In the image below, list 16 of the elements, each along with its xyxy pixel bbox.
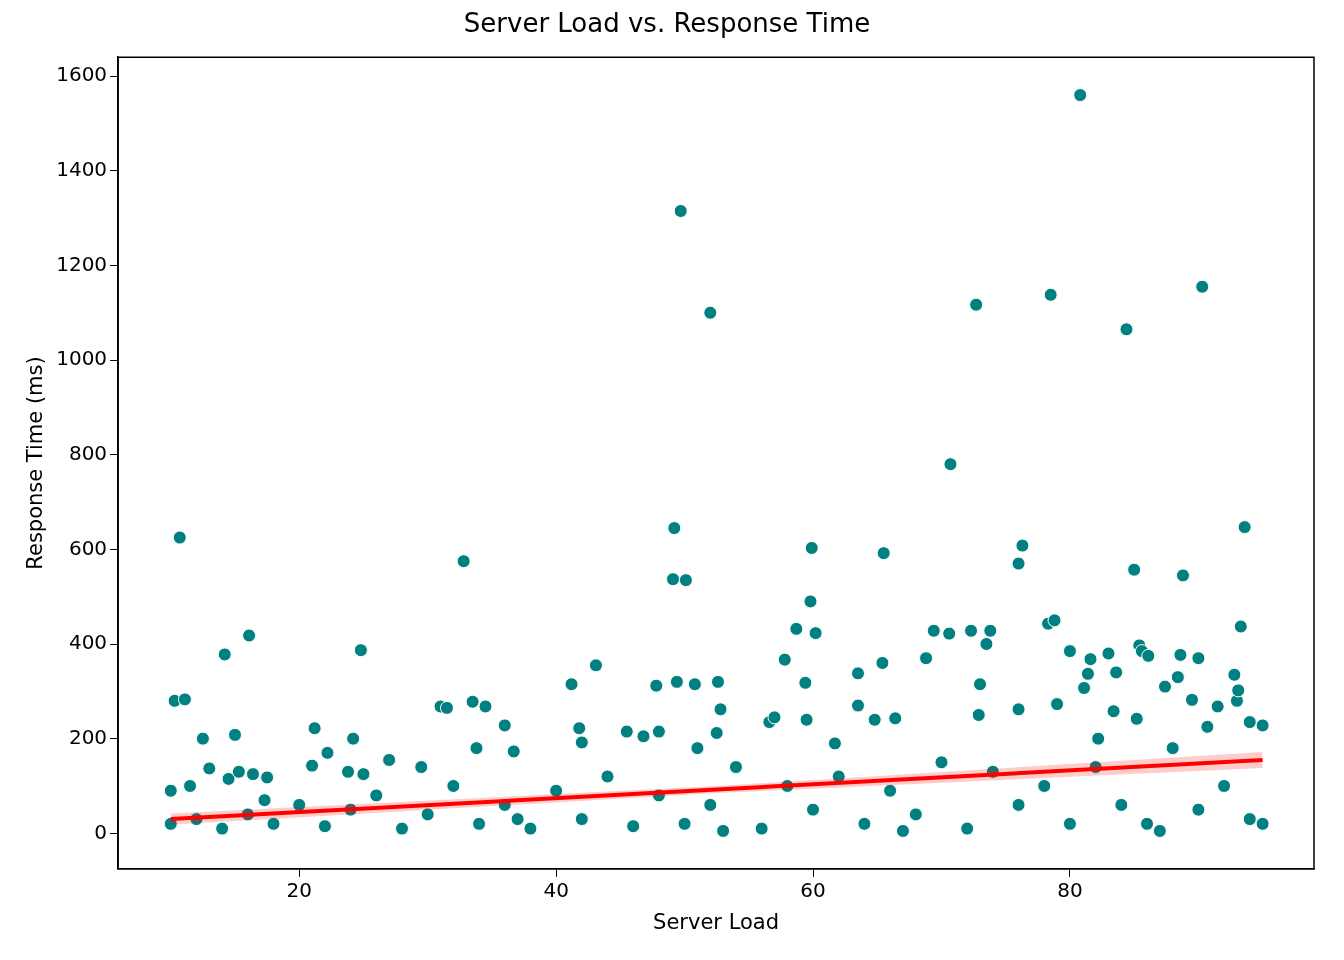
x-tick-label: 60 <box>800 878 826 902</box>
y-tick-label: 400 <box>68 630 108 655</box>
x-tick-label: 80 <box>1057 878 1083 902</box>
y-tick-label: 200 <box>68 724 108 749</box>
y-tick-label: 1600 <box>56 62 108 87</box>
y-tick-label: 0 <box>94 819 108 844</box>
x-axis-title: Server Load <box>653 909 780 934</box>
y-tick-label: 800 <box>68 440 108 465</box>
y-tick-label: 1200 <box>56 251 108 276</box>
y-tick-label: 600 <box>68 535 108 560</box>
chart-title: Server Load vs. Response Time <box>463 8 871 39</box>
x-tick-label: 40 <box>543 878 569 902</box>
y-axis-title: Response Time (ms) <box>23 356 48 570</box>
y-tick-label: 1400 <box>56 156 108 181</box>
y-tick-label: 1000 <box>56 346 108 371</box>
x-tick-label: 20 <box>286 878 312 902</box>
